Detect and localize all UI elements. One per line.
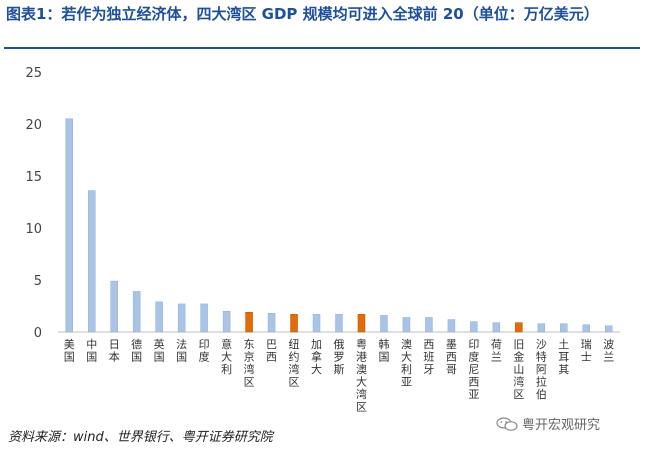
x-tick-label: 德国 [131,337,142,364]
bar-14 [380,315,388,333]
bar-13 [357,314,366,333]
x-tick-label: 加拿大 [311,338,322,376]
x-tick-label: 俄罗斯 [334,338,345,376]
x-tick-label: 瑞士 [581,337,592,364]
x-tick-label: 墨西哥 [446,338,457,376]
x-tick-label: 印度尼西亚 [468,338,479,401]
bar-2 [110,280,118,333]
bar-4 [155,301,163,333]
bar-11 [312,314,321,333]
x-tick-label: 印度 [199,338,210,364]
bar-15 [402,317,411,333]
bar-7 [222,310,231,333]
bar-12 [335,314,343,333]
bar-16 [425,317,433,333]
bar-24 [605,325,613,333]
y-tick-label: 10 [25,222,42,237]
bar-9 [267,313,276,333]
x-tick-label: 东京湾区 [244,338,255,389]
bar-3 [132,291,141,333]
watermark-text: 粤开宏观研究 [522,418,601,433]
bar-5 [177,303,186,333]
bar-20 [515,322,523,333]
x-tick-label: 法国 [176,337,187,364]
wechat-icon [496,416,518,431]
bar-22 [560,323,568,333]
x-tick-label: 中国 [86,338,97,364]
x-tick-label: 韩国 [378,337,389,364]
y-tick-label: 15 [25,170,42,185]
source-note: 资料来源：wind、世界银行、粤开证券研究院 [8,430,273,445]
x-tick-label: 西班牙 [423,338,434,376]
bar-10 [290,314,298,333]
bar-8 [245,311,253,333]
y-tick-label: 25 [25,66,42,81]
x-tick-label: 波兰 [603,338,614,364]
bar-0 [65,118,73,333]
y-tick-label: 20 [25,118,42,133]
y-tick-label: 0 [34,326,42,341]
x-tick-label: 英国 [154,337,165,364]
bar-18 [470,321,478,333]
y-tick-label: 5 [34,274,42,289]
bar-17 [447,319,456,333]
bar-6 [200,303,208,333]
x-tick-label: 巴西 [266,338,277,364]
bar-21 [537,323,546,333]
x-tick-label: 日本 [109,338,120,364]
x-tick-label: 旧金山湾区 [513,338,524,401]
bar-23 [582,324,591,333]
title-divider [4,47,640,49]
bar-19 [492,322,501,333]
x-tick-label: 粤港澳大湾区 [356,337,367,414]
x-tick-label: 意大利 [221,337,232,376]
x-tick-label: 美国 [64,338,75,364]
bar-1 [87,190,96,333]
chart-title: 图表1：若作为独立经济体，四大湾区 GDP 规模均可进入全球前 20（单位：万亿… [6,5,599,23]
x-tick-label: 沙特阿拉伯 [536,338,547,401]
x-tick-label: 纽约湾区 [289,337,300,389]
x-tick-label: 澳大利亚 [401,338,412,389]
x-tick-label: 荷兰 [491,338,502,364]
watermark: 粤开宏观研究 [496,414,600,433]
x-tick-label: 土耳其 [558,338,569,376]
